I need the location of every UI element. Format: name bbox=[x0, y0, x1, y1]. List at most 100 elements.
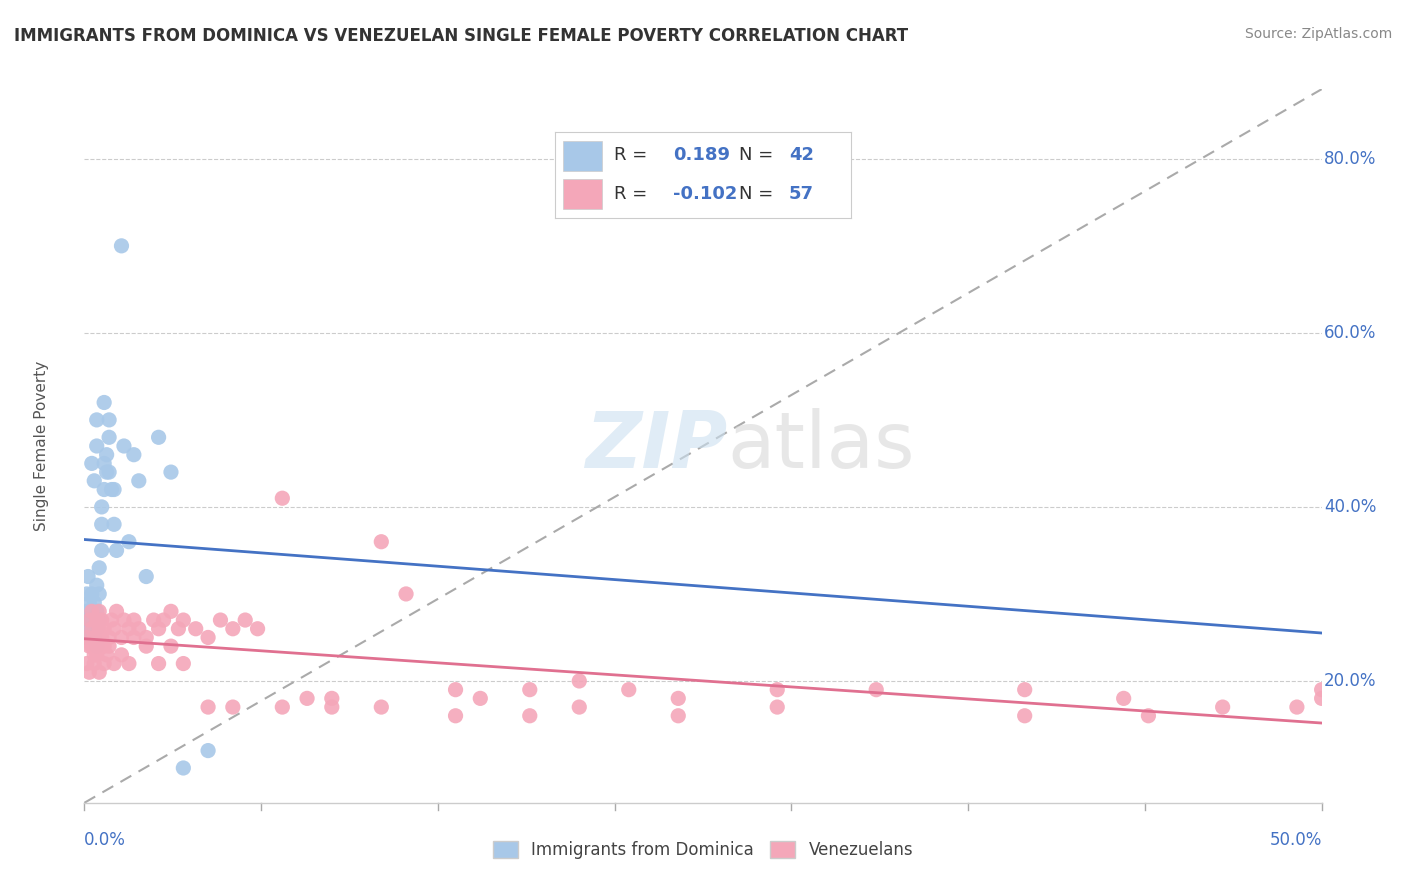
Point bbox=[80, 639, 103, 653]
Text: 80.0%: 80.0% bbox=[1324, 150, 1376, 168]
Point bbox=[568, 673, 591, 688]
Point bbox=[83, 613, 105, 627]
Point bbox=[172, 761, 194, 775]
Point bbox=[222, 622, 245, 636]
Point bbox=[93, 622, 115, 636]
Point bbox=[1310, 682, 1333, 697]
Point bbox=[83, 648, 105, 662]
Point bbox=[98, 413, 121, 427]
Point bbox=[100, 483, 122, 497]
Point bbox=[79, 613, 101, 627]
Point bbox=[135, 631, 157, 645]
Point bbox=[90, 613, 112, 627]
Point bbox=[89, 587, 111, 601]
Point bbox=[118, 534, 141, 549]
Point bbox=[271, 491, 294, 506]
Point bbox=[89, 561, 111, 575]
Text: -0.102: -0.102 bbox=[673, 185, 738, 202]
Point bbox=[1285, 700, 1308, 714]
Point bbox=[105, 604, 128, 618]
Text: R =: R = bbox=[614, 185, 647, 202]
Point bbox=[110, 239, 132, 253]
Point bbox=[865, 682, 887, 697]
Point bbox=[1112, 691, 1135, 706]
Point bbox=[103, 483, 125, 497]
Point bbox=[80, 622, 103, 636]
Point bbox=[148, 622, 170, 636]
Point bbox=[666, 708, 689, 723]
Point bbox=[80, 604, 103, 618]
Bar bbox=[564, 179, 602, 209]
Point bbox=[233, 613, 256, 627]
Point bbox=[766, 700, 789, 714]
Point bbox=[222, 700, 245, 714]
Point bbox=[321, 691, 343, 706]
Point bbox=[75, 613, 97, 627]
Point bbox=[122, 613, 145, 627]
Point bbox=[90, 500, 112, 514]
Point bbox=[93, 657, 115, 671]
Point bbox=[93, 639, 115, 653]
Text: 57: 57 bbox=[789, 185, 814, 202]
Point bbox=[80, 604, 103, 618]
Point bbox=[271, 700, 294, 714]
Point bbox=[90, 639, 112, 653]
Point bbox=[370, 534, 392, 549]
Text: 0.0%: 0.0% bbox=[84, 831, 127, 849]
Point bbox=[1310, 691, 1333, 706]
Point bbox=[118, 657, 141, 671]
Point bbox=[246, 622, 269, 636]
Text: 50.0%: 50.0% bbox=[1270, 831, 1322, 849]
Point bbox=[83, 631, 105, 645]
Point bbox=[93, 483, 115, 497]
Point bbox=[197, 631, 219, 645]
Point bbox=[80, 587, 103, 601]
Point bbox=[135, 639, 157, 653]
Text: Source: ZipAtlas.com: Source: ZipAtlas.com bbox=[1244, 27, 1392, 41]
Text: 0.189: 0.189 bbox=[673, 146, 730, 164]
Point bbox=[75, 631, 97, 645]
Point bbox=[148, 430, 170, 444]
Point bbox=[89, 665, 111, 680]
Point bbox=[86, 578, 108, 592]
Point bbox=[112, 439, 135, 453]
Point bbox=[90, 517, 112, 532]
Point bbox=[89, 622, 111, 636]
Point bbox=[128, 474, 150, 488]
Point bbox=[128, 622, 150, 636]
Text: 60.0%: 60.0% bbox=[1324, 324, 1376, 342]
Point bbox=[80, 457, 103, 471]
Point bbox=[172, 657, 194, 671]
Point bbox=[96, 448, 118, 462]
Point bbox=[86, 613, 108, 627]
Text: 40.0%: 40.0% bbox=[1324, 498, 1376, 516]
Point bbox=[93, 457, 115, 471]
Text: 20.0%: 20.0% bbox=[1324, 672, 1376, 690]
Point bbox=[568, 700, 591, 714]
Point bbox=[83, 631, 105, 645]
Point bbox=[1014, 682, 1036, 697]
Point bbox=[167, 622, 190, 636]
Text: N =: N = bbox=[738, 185, 773, 202]
Point bbox=[444, 708, 467, 723]
Point bbox=[370, 700, 392, 714]
Text: IMMIGRANTS FROM DOMINICA VS VENEZUELAN SINGLE FEMALE POVERTY CORRELATION CHART: IMMIGRANTS FROM DOMINICA VS VENEZUELAN S… bbox=[14, 27, 908, 45]
Point bbox=[80, 622, 103, 636]
Point bbox=[395, 587, 418, 601]
Point bbox=[103, 622, 125, 636]
Point bbox=[766, 682, 789, 697]
Point bbox=[122, 631, 145, 645]
Point bbox=[160, 465, 183, 479]
Point bbox=[118, 622, 141, 636]
Point bbox=[444, 682, 467, 697]
Point bbox=[96, 648, 118, 662]
Point bbox=[519, 682, 541, 697]
Point bbox=[93, 395, 115, 409]
Point bbox=[76, 587, 98, 601]
Point bbox=[86, 604, 108, 618]
Point bbox=[519, 708, 541, 723]
Text: ZIP: ZIP bbox=[585, 408, 728, 484]
Point bbox=[1212, 700, 1234, 714]
Point bbox=[135, 569, 157, 583]
Text: R =: R = bbox=[614, 146, 647, 164]
